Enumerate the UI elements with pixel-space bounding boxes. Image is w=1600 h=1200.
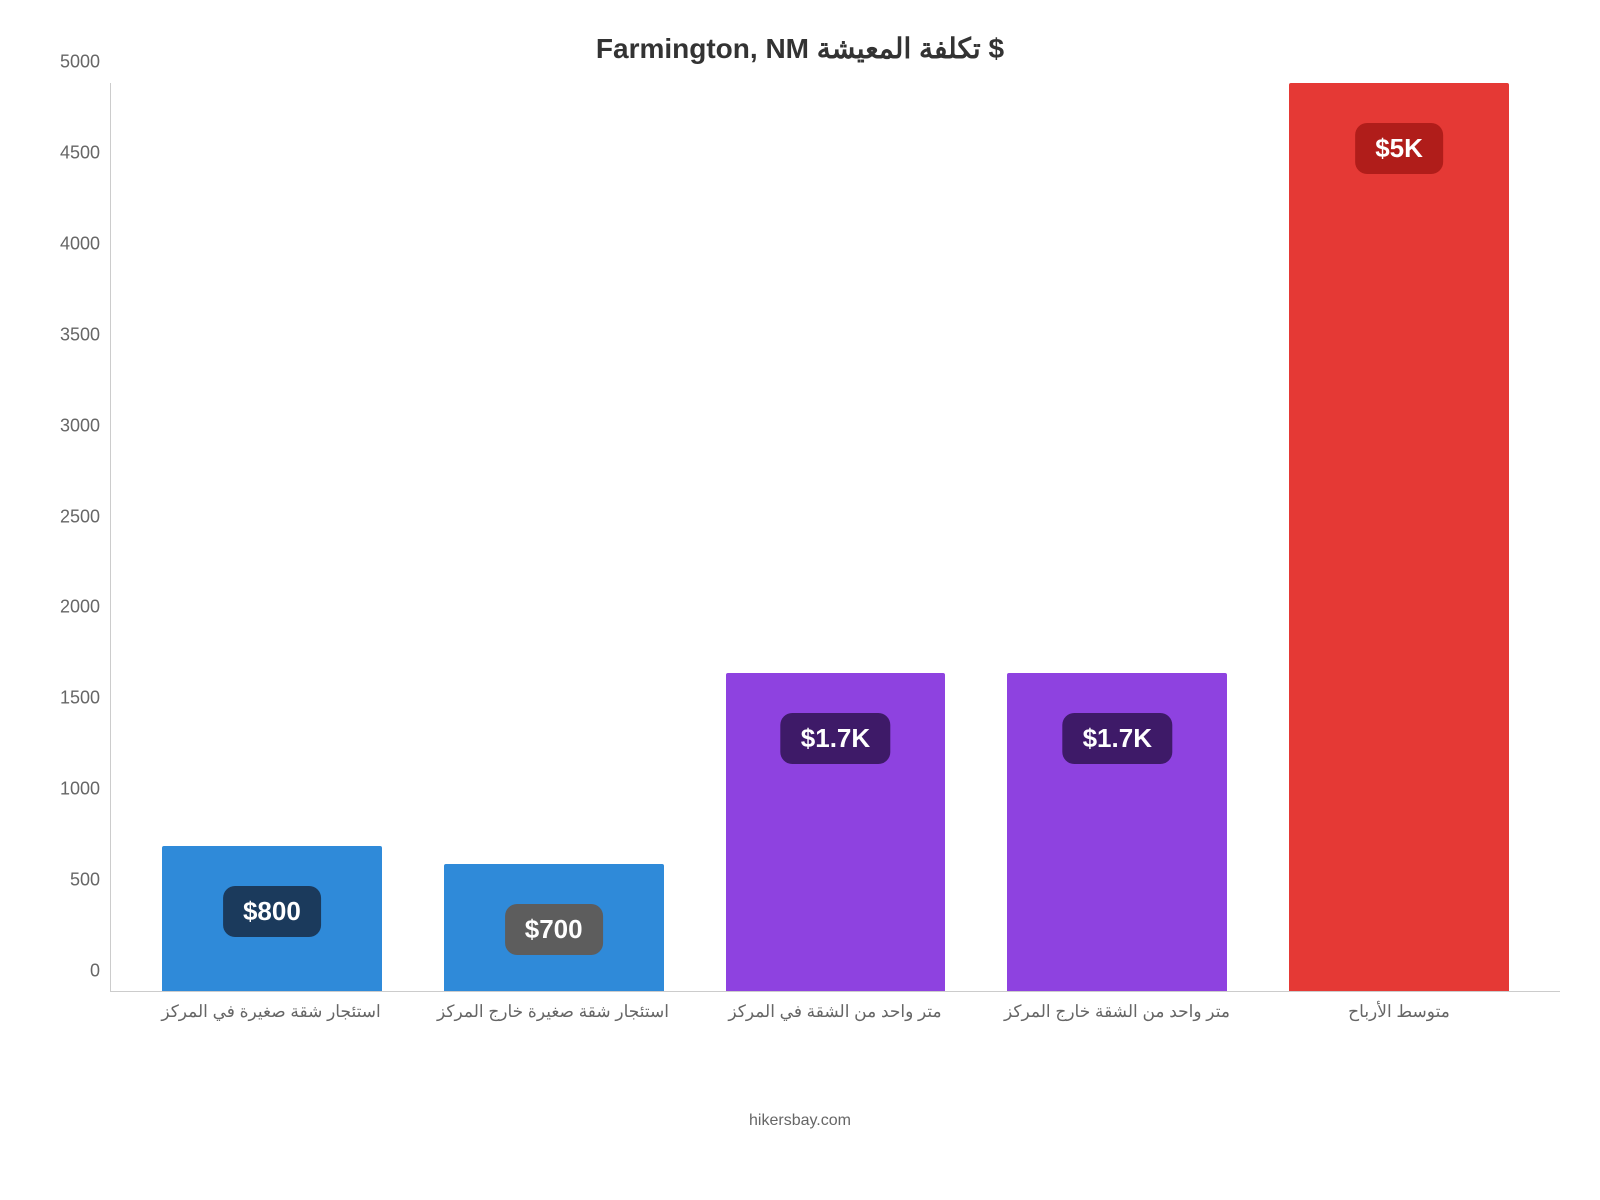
y-tick-label: 1000 <box>60 779 100 800</box>
x-tick-label: استئجار شقة صغيرة خارج المركز <box>412 1002 694 1022</box>
value-badge: $5K <box>1355 123 1443 174</box>
x-tick-label: استئجار شقة صغيرة في المركز <box>130 1002 412 1022</box>
bar: $800 <box>162 846 382 991</box>
x-axis-spacer <box>40 992 110 1022</box>
bar-slot: $800 <box>131 83 413 991</box>
y-axis: 0500100015002000250030003500400045005000 <box>40 83 110 992</box>
chart-container: Farmington, NM تكلفة المعيشة $ 0 500 1000 1… <box>0 0 1600 1200</box>
x-tick-label: متر واحد من الشقة في المركز <box>694 1002 976 1022</box>
bar: $1.7K <box>1007 673 1227 991</box>
plot-row: 0500100015002000250030003500400045005000… <box>40 83 1560 992</box>
attribution-text: hikersbay.com <box>40 1112 1560 1130</box>
bar-slot: $5K <box>1258 83 1540 991</box>
bar-slot: $700 <box>413 83 695 991</box>
y-tick-label: 2500 <box>60 506 100 527</box>
value-badge: $1.7K <box>781 713 890 764</box>
y-tick-label: 2000 <box>60 597 100 618</box>
y-tick-label: 1500 <box>60 688 100 709</box>
value-badge: $1.7K <box>1063 713 1172 764</box>
bar: $1.7K <box>726 673 946 991</box>
plot-area: $800 $700 $1.7K $1.7K $5K <box>110 83 1560 992</box>
x-tick-label: متوسط الأرباح <box>1258 1002 1540 1022</box>
x-tick-label: متر واحد من الشقة خارج المركز <box>976 1002 1258 1022</box>
bar-slot: $1.7K <box>976 83 1258 991</box>
bar: $700 <box>444 864 664 991</box>
x-axis: استئجار شقة صغيرة في المركزاستئجار شقة ص… <box>110 1002 1560 1022</box>
y-tick-label: 500 <box>70 870 100 891</box>
value-badge: $700 <box>505 904 603 955</box>
bar: $5K <box>1289 83 1509 991</box>
y-tick-label: 4000 <box>60 233 100 254</box>
y-tick-label: 4500 <box>60 142 100 163</box>
y-tick-label: 3500 <box>60 324 100 345</box>
value-badge: $800 <box>223 886 321 937</box>
y-tick-label: 3000 <box>60 415 100 436</box>
y-tick-label: 0 <box>90 961 100 982</box>
y-tick-label: 5000 <box>60 52 100 73</box>
x-axis-row: استئجار شقة صغيرة في المركزاستئجار شقة ص… <box>40 992 1560 1022</box>
bar-slot: $1.7K <box>695 83 977 991</box>
chart-title: Farmington, NM تكلفة المعيشة $ <box>40 32 1560 65</box>
